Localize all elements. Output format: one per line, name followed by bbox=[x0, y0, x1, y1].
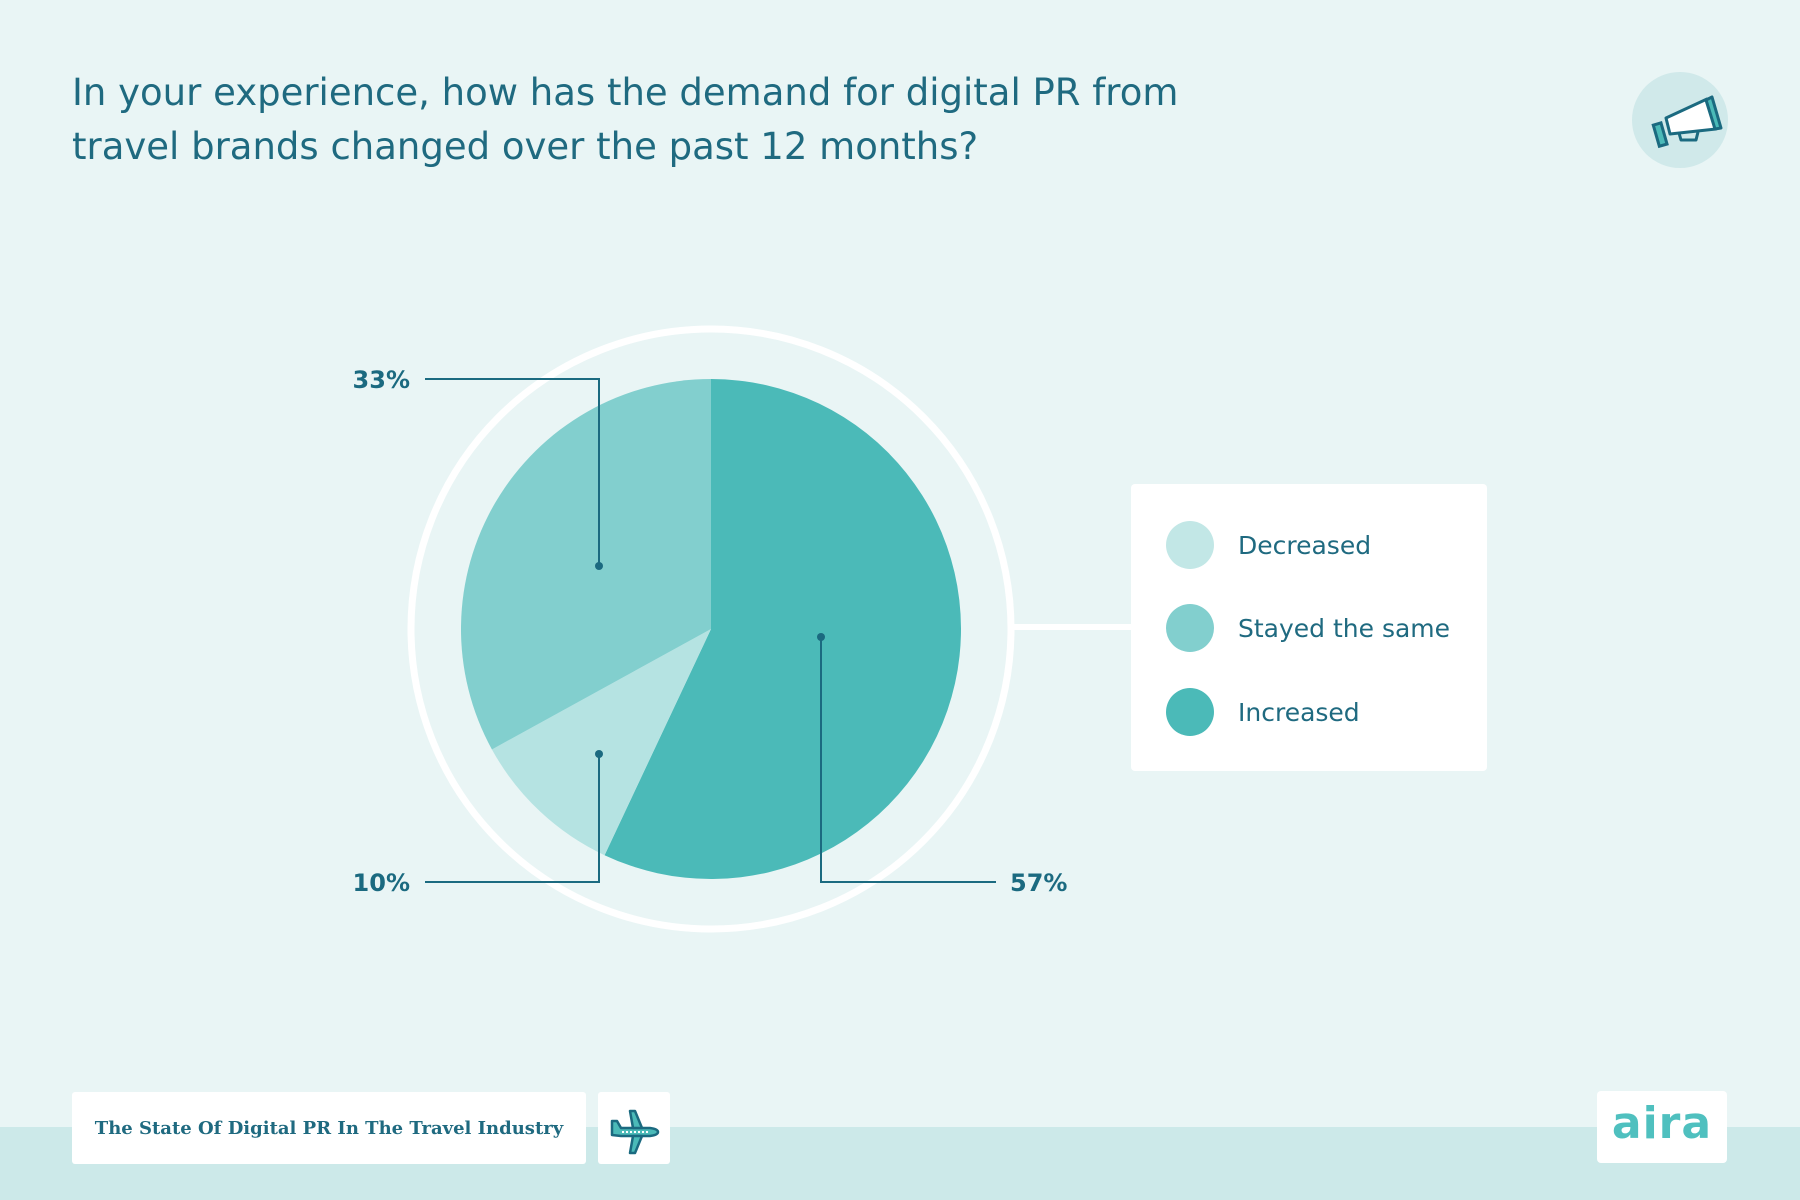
pie-slice-increased bbox=[604, 379, 961, 880]
legend-item-stayed: Stayed the same bbox=[1166, 604, 1450, 652]
aira-logo: aira bbox=[1597, 1091, 1727, 1163]
legend-swatch bbox=[1166, 521, 1214, 569]
leader-dot-stayed bbox=[595, 562, 603, 570]
legend-swatch bbox=[1166, 604, 1214, 652]
leader-dot-decreased bbox=[595, 750, 603, 758]
legend-item-increased: Increased bbox=[1166, 688, 1360, 736]
leader-line-increased bbox=[820, 637, 996, 883]
pie-slice-decreased bbox=[491, 629, 711, 856]
megaphone-icon bbox=[1632, 72, 1728, 168]
legend-label: Stayed the same bbox=[1238, 613, 1451, 643]
legend-label: Increased bbox=[1238, 697, 1360, 727]
legend-item-decreased: Decreased bbox=[1166, 521, 1371, 569]
logo-text: aira bbox=[1611, 1098, 1713, 1149]
data-label-increased: 57% bbox=[1010, 869, 1067, 897]
pie-slice-stayed-the-same bbox=[461, 379, 711, 750]
legend-swatch bbox=[1166, 688, 1214, 736]
legend-label: Decreased bbox=[1238, 530, 1372, 560]
data-label-stayed: 33% bbox=[353, 366, 410, 394]
pie-chart: 33% 10% 57% bbox=[353, 325, 1131, 933]
outer-ring bbox=[407, 325, 1015, 933]
data-label-decreased: 10% bbox=[353, 869, 410, 897]
report-title-box: The State Of Digital PR In The Travel In… bbox=[72, 1092, 586, 1164]
report-title: The State Of Digital PR In The Travel In… bbox=[94, 1117, 564, 1139]
leader-dot-increased bbox=[817, 633, 825, 641]
leader-line-decreased bbox=[425, 754, 600, 883]
leader-line-stayed bbox=[425, 378, 600, 566]
legend: Decreased Stayed the same Increased bbox=[1131, 484, 1487, 771]
airplane-icon bbox=[598, 1092, 670, 1164]
chart-title: In your experience, how has the demand f… bbox=[72, 71, 1179, 168]
